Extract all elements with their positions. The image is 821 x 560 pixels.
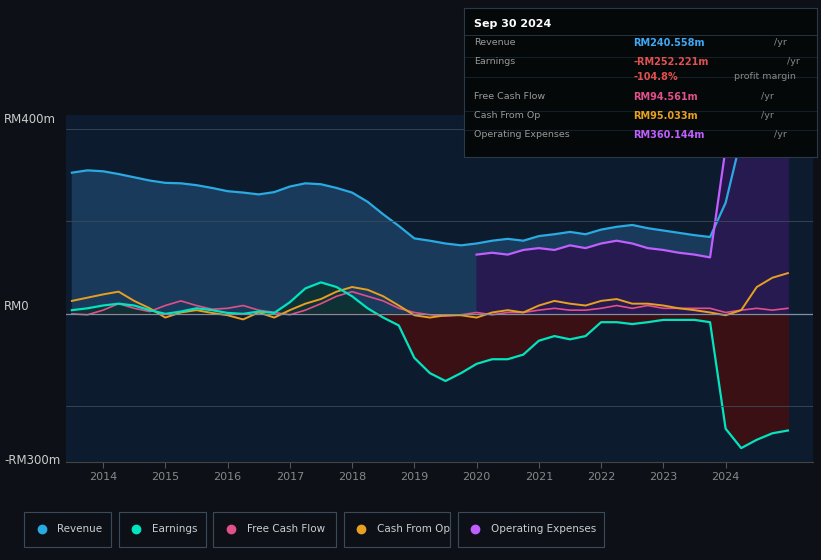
Text: Sep 30 2024: Sep 30 2024 xyxy=(475,19,552,29)
Text: RM360.144m: RM360.144m xyxy=(633,130,704,140)
Text: Free Cash Flow: Free Cash Flow xyxy=(246,524,324,534)
Text: Earnings: Earnings xyxy=(152,524,198,534)
Text: -104.8%: -104.8% xyxy=(633,72,678,82)
Text: Free Cash Flow: Free Cash Flow xyxy=(475,91,546,100)
Text: -RM252.221m: -RM252.221m xyxy=(633,57,709,67)
Text: /yr: /yr xyxy=(771,38,787,47)
Text: Revenue: Revenue xyxy=(475,38,516,47)
Text: -RM300m: -RM300m xyxy=(4,454,61,467)
Text: /yr: /yr xyxy=(771,130,787,139)
Text: profit margin: profit margin xyxy=(731,72,796,81)
Text: Cash From Op: Cash From Op xyxy=(377,524,450,534)
Text: RM0: RM0 xyxy=(4,300,30,312)
Text: Operating Expenses: Operating Expenses xyxy=(491,524,596,534)
Text: Operating Expenses: Operating Expenses xyxy=(475,130,571,139)
Text: Earnings: Earnings xyxy=(475,57,516,67)
Text: /yr: /yr xyxy=(784,57,800,67)
Text: RM240.558m: RM240.558m xyxy=(633,38,704,48)
Text: RM95.033m: RM95.033m xyxy=(633,111,698,121)
Text: RM400m: RM400m xyxy=(4,113,56,126)
Text: /yr: /yr xyxy=(758,111,773,120)
Text: Revenue: Revenue xyxy=(57,524,103,534)
Text: /yr: /yr xyxy=(758,91,773,100)
Text: Cash From Op: Cash From Op xyxy=(475,111,541,120)
Text: RM94.561m: RM94.561m xyxy=(633,91,698,101)
